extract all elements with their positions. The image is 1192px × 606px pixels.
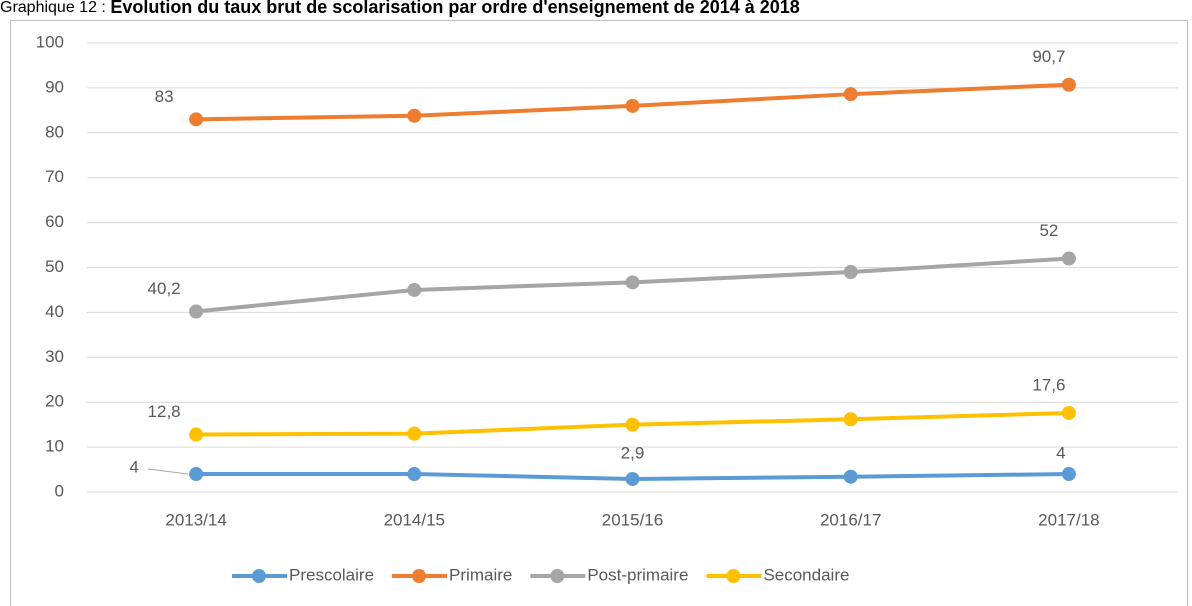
point [407,426,422,441]
legend-dot [550,569,565,583]
title-main: Evolution du taux brut de scolarisation … [110,0,799,17]
y-tick-label: 90 [45,77,64,96]
y-tick-label: 10 [45,437,64,456]
title-prefix: Graphique 12 : [0,0,106,16]
value-label: 83 [155,87,174,106]
legend-label: Prescolaire [289,565,374,584]
value-label: 40,2 [148,279,181,298]
point [407,108,422,123]
value-label: 17,6 [1032,375,1065,394]
leader-line [148,468,189,475]
legend-dot [412,569,427,583]
y-tick-label: 100 [36,32,64,51]
x-tick-label: 2016/17 [820,510,881,529]
point [189,112,204,127]
legend-label: Secondaire [763,565,849,584]
point [1061,77,1076,92]
y-tick-label: 40 [45,302,64,321]
y-tick-label: 30 [45,347,64,366]
point [625,417,640,432]
y-tick-label: 50 [45,257,64,276]
x-tick-label: 2015/16 [602,510,663,529]
chart-title: Graphique 12 : Evolution du taux brut de… [0,0,800,17]
point [843,87,858,102]
point [1061,251,1076,266]
y-tick-label: 60 [45,212,64,231]
point [1061,405,1076,420]
legend-label: Post-primaire [587,565,688,584]
point [189,304,204,319]
y-tick-label: 20 [45,392,64,411]
x-tick-label: 2017/18 [1038,510,1099,529]
point [843,469,858,484]
x-tick-label: 2014/15 [384,510,445,529]
y-tick-label: 0 [55,481,64,500]
point [843,412,858,427]
point [843,264,858,279]
point [625,98,640,113]
point [1061,467,1076,482]
legend-label: Primaire [449,565,512,584]
point [407,467,422,482]
point [625,471,640,486]
value-label: 4 [129,458,138,477]
y-tick-label: 80 [45,122,64,141]
y-tick-label: 70 [45,167,64,186]
value-label: 4 [1056,444,1065,463]
point [189,427,204,442]
value-label: 2,9 [621,443,645,462]
x-tick-label: 2013/14 [165,510,226,529]
point [189,467,204,482]
point [625,275,640,290]
value-label: 12,8 [148,402,181,421]
value-label: 52 [1039,221,1058,240]
point [407,282,422,297]
legend-dot [726,569,741,583]
legend-dot [252,569,266,583]
value-label: 90,7 [1032,47,1065,66]
